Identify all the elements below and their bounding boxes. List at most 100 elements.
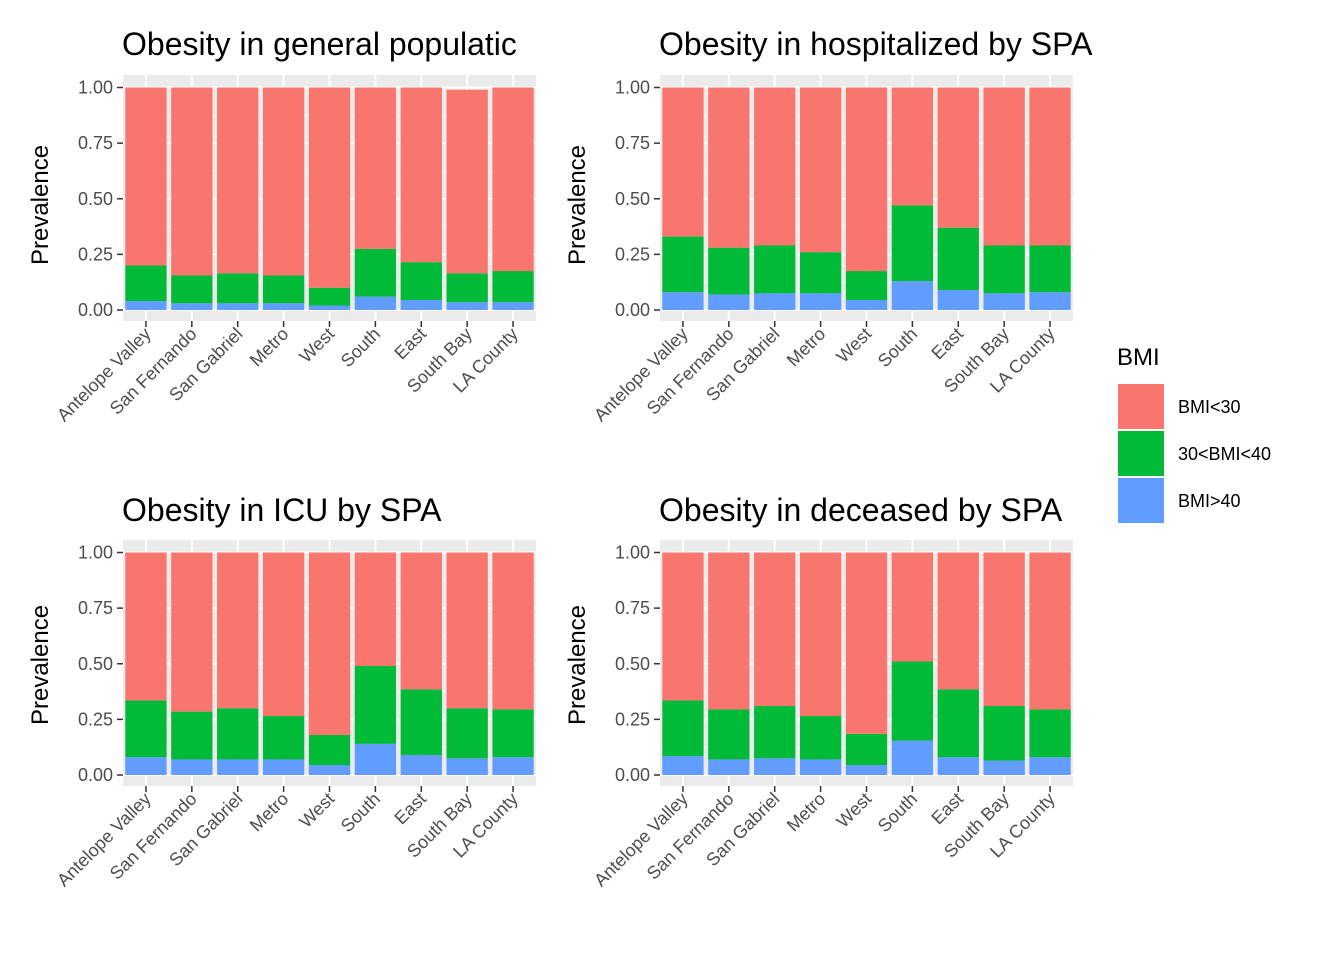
bar-segment xyxy=(354,743,397,775)
bar-segment xyxy=(1029,757,1071,775)
bar-segment xyxy=(799,252,842,294)
bar-segment xyxy=(799,552,842,717)
bar-segment xyxy=(492,87,534,272)
bar-segment xyxy=(799,87,842,253)
bar-segment xyxy=(492,757,534,775)
panel-title: Obesity in hospitalized by SPA xyxy=(659,26,1093,62)
bar-segment xyxy=(217,303,259,310)
bar-segment xyxy=(845,764,888,775)
bar-segment xyxy=(262,87,305,276)
y-tick-label: 0.50 xyxy=(615,654,650,674)
legend-label-bmi-over-40: BMI>40 xyxy=(1178,491,1241,511)
bar-segment xyxy=(1029,292,1071,310)
legend-key-bmi-30-40 xyxy=(1118,431,1164,476)
bar-segment xyxy=(662,552,704,701)
y-tick-label: 0.50 xyxy=(78,189,113,209)
bar-segment xyxy=(217,273,259,304)
bar-segment xyxy=(400,552,442,690)
bar-segment xyxy=(937,87,979,228)
bar-segment xyxy=(262,759,305,775)
x-tick-label: West xyxy=(295,789,338,832)
bar-segment xyxy=(891,661,934,741)
legend-title: BMI xyxy=(1117,344,1160,371)
x-tick-label: South xyxy=(337,789,384,836)
bar-segment xyxy=(983,293,1025,310)
bar-segment xyxy=(891,205,934,282)
y-tick-label: 1.00 xyxy=(78,543,113,563)
x-tick-label: West xyxy=(832,789,875,832)
x-tick-label: Metro xyxy=(783,789,830,836)
bar-segment xyxy=(891,281,934,310)
bar-segment xyxy=(754,758,796,775)
y-tick-label: 0.25 xyxy=(78,244,113,264)
bar-segment xyxy=(446,273,488,303)
x-tick-label: West xyxy=(832,324,875,367)
panel-title: Obesity in ICU by SPA xyxy=(122,492,442,528)
bar-segment xyxy=(1029,709,1071,758)
bar-segment xyxy=(217,552,259,709)
bar-segment xyxy=(708,552,750,710)
legend-key-bmi-over-40 xyxy=(1118,478,1164,523)
bar-segment xyxy=(217,708,259,760)
bar-segment xyxy=(937,552,979,690)
legend: BMI BMI<30 30<BMI<40 BMI>40 xyxy=(1117,344,1271,523)
bar-segment xyxy=(400,262,442,300)
bar-segment xyxy=(492,709,534,758)
bar-segment xyxy=(400,754,442,775)
bar-segment xyxy=(262,552,305,717)
bar-segment xyxy=(662,756,704,775)
y-tick-label: 0.25 xyxy=(615,244,650,264)
bar-segment xyxy=(1029,552,1071,710)
y-axis-label: Prevalence xyxy=(564,605,591,725)
bar-segment xyxy=(446,89,488,274)
bar-segment xyxy=(937,227,979,290)
x-tick-label: Metro xyxy=(246,324,293,371)
bar-segment xyxy=(983,552,1025,707)
bar-segment xyxy=(171,275,213,304)
bar-segment xyxy=(891,552,934,662)
bar-segment xyxy=(754,706,796,759)
bar-segment xyxy=(354,552,397,666)
panel-title: Obesity in deceased by SPA xyxy=(659,492,1063,528)
bar-segment xyxy=(845,733,888,765)
bar-segment xyxy=(217,87,259,274)
bar-segment xyxy=(937,289,979,310)
bar-segment xyxy=(845,552,888,734)
bar-segment xyxy=(308,552,351,735)
bar-segment xyxy=(171,303,213,310)
bar-segment xyxy=(891,740,934,775)
bar-segment xyxy=(400,689,442,755)
x-tick-label: East xyxy=(927,789,967,829)
bar-segment xyxy=(662,700,704,757)
x-tick-label: West xyxy=(295,324,338,367)
bar-segment xyxy=(799,759,842,775)
y-tick-label: 1.00 xyxy=(615,78,650,98)
bar-segment xyxy=(492,271,534,303)
bar-segment xyxy=(754,552,796,707)
y-tick-label: 0.00 xyxy=(78,765,113,785)
bar-segment xyxy=(446,552,488,709)
y-tick-label: 0.75 xyxy=(615,598,650,618)
y-tick-label: 0.75 xyxy=(78,133,113,153)
y-tick-label: 0.00 xyxy=(615,765,650,785)
bar-segment xyxy=(492,552,534,710)
bar-segment xyxy=(799,293,842,310)
bar-segment xyxy=(262,275,305,304)
bar-segment xyxy=(125,265,167,302)
bar-segment xyxy=(708,247,750,295)
x-tick-label: South xyxy=(337,324,384,371)
bar-segment xyxy=(845,87,888,272)
x-tick-label: Metro xyxy=(246,789,293,836)
legend-label-bmi-under-30: BMI<30 xyxy=(1178,397,1241,417)
bar-segment xyxy=(125,87,167,266)
y-axis-label: Prevalence xyxy=(564,145,591,265)
bar-segment xyxy=(1029,245,1071,293)
bar-segment xyxy=(1029,87,1071,246)
x-tick-label: East xyxy=(927,324,967,364)
y-tick-label: 0.50 xyxy=(78,654,113,674)
